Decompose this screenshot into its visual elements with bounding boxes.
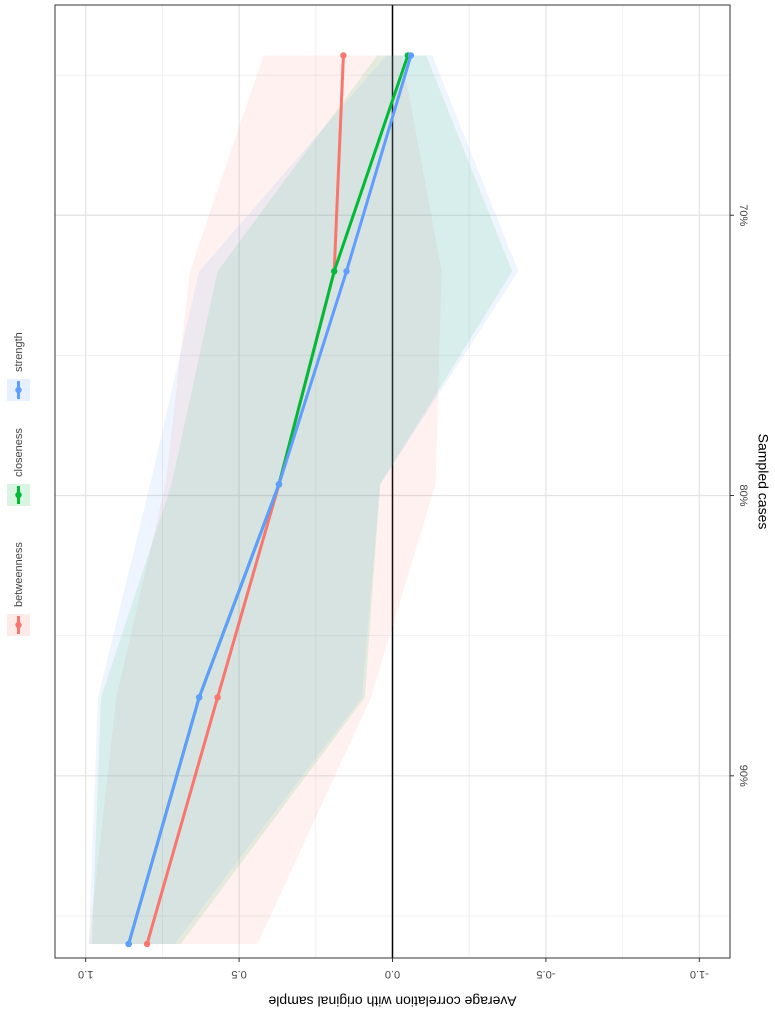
y-axis-title: Average correlation with original sample bbox=[268, 993, 516, 1009]
legend-key-dot bbox=[15, 386, 22, 394]
legend-label: closeness bbox=[13, 428, 25, 477]
data-point bbox=[340, 52, 347, 59]
data-point bbox=[125, 940, 132, 948]
x-tick-label: 90% bbox=[737, 765, 749, 787]
y-tick-label: 0.5 bbox=[231, 968, 246, 980]
data-point bbox=[196, 694, 203, 701]
y-tick-label: -1.0 bbox=[690, 968, 709, 980]
legend-key-dot bbox=[15, 621, 22, 629]
plot-border bbox=[54, 4, 731, 959]
confidence-band bbox=[91, 55, 513, 944]
legend-key-dot bbox=[15, 491, 22, 499]
data-point bbox=[343, 268, 350, 275]
legend-label: strength bbox=[13, 332, 25, 372]
data-point bbox=[331, 268, 338, 275]
y-tick-label: 0.0 bbox=[385, 968, 400, 980]
x-axis-title: Sampled cases bbox=[755, 434, 771, 530]
data-point bbox=[214, 694, 221, 701]
y-tick-label: 1.0 bbox=[78, 968, 93, 980]
confidence-band bbox=[88, 55, 442, 944]
x-tick-label: 70% bbox=[737, 204, 749, 226]
legend-label: betweenness bbox=[13, 542, 25, 607]
y-tick-label: -0.5 bbox=[536, 968, 555, 980]
data-point bbox=[275, 481, 283, 488]
data-point bbox=[143, 940, 151, 948]
x-tick-label: 80% bbox=[737, 484, 749, 506]
data-point bbox=[407, 52, 415, 59]
confidence-band bbox=[88, 55, 519, 944]
